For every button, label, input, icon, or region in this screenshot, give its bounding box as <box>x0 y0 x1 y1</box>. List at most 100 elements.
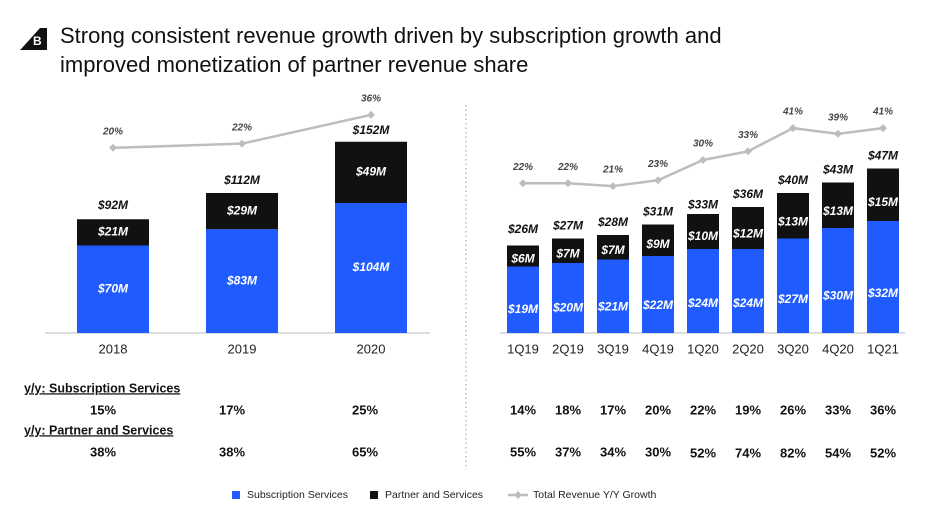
row-header: y/y: Subscription Services <box>24 381 180 395</box>
growth-marker <box>609 182 617 191</box>
segment-label: $13M <box>822 204 854 218</box>
segment-label: $22M <box>642 298 674 312</box>
segment-label: $27M <box>777 292 809 306</box>
growth-label: 20% <box>102 126 123 137</box>
table-cell: 74% <box>735 445 761 460</box>
bar-segment <box>507 245 539 267</box>
table-cell: 15% <box>90 402 116 417</box>
legend-marker <box>514 491 522 499</box>
segment-label: $32M <box>867 286 899 300</box>
logo <box>20 28 47 50</box>
growth-marker <box>699 156 707 164</box>
bar-segment <box>597 235 629 260</box>
bar-segment <box>77 245 149 333</box>
row-header: y/y: Partner and Services <box>24 423 173 437</box>
growth-marker <box>367 110 375 119</box>
table-cell: 17% <box>219 402 245 417</box>
total-label: $152M <box>352 123 391 137</box>
logo-letter: B <box>33 34 42 48</box>
x-tick-label: 2019 <box>228 341 257 356</box>
table-cell: 25% <box>352 402 378 417</box>
legend-label: Partner and Services <box>385 489 483 501</box>
growth-marker <box>519 179 527 188</box>
segment-label: $24M <box>687 296 719 310</box>
bar-segment <box>687 249 719 333</box>
bar-segment <box>335 203 407 333</box>
bar-segment <box>77 219 149 246</box>
segment-label: $6M <box>510 251 535 265</box>
table-cell: 30% <box>645 444 671 459</box>
bar-segment <box>777 193 809 239</box>
table-cell: 54% <box>825 445 851 460</box>
growth-label: 41% <box>782 107 803 118</box>
bar-segment <box>206 193 278 230</box>
segment-label: $29M <box>226 203 258 217</box>
segment-label: $7M <box>555 247 580 261</box>
table-cell: 17% <box>600 402 626 417</box>
bar-segment <box>642 224 674 256</box>
legend-label: Total Revenue Y/Y Growth <box>533 489 657 501</box>
title-line: Strong consistent revenue growth driven … <box>60 23 722 48</box>
total-label: $28M <box>597 215 629 229</box>
table-cell: 38% <box>219 444 245 459</box>
bar-segment <box>867 221 899 333</box>
growth-marker <box>789 124 797 133</box>
table-cell: 37% <box>555 444 581 459</box>
bar-segment <box>867 168 899 221</box>
growth-label: 22% <box>231 122 252 133</box>
growth-marker <box>744 147 752 156</box>
title-line: improved monetization of partner revenue… <box>60 52 528 77</box>
growth-marker <box>834 129 842 138</box>
table-cell: 26% <box>780 402 806 417</box>
growth-label: 21% <box>602 165 623 176</box>
growth-label: 22% <box>557 162 578 173</box>
total-label: $43M <box>822 163 854 177</box>
total-label: $27M <box>552 219 584 233</box>
table-cell: 34% <box>600 444 626 459</box>
segment-label: $70M <box>97 281 129 295</box>
bar-segment <box>822 228 854 333</box>
growth-marker <box>109 143 117 152</box>
growth-label: 41% <box>872 107 893 118</box>
bar-segment <box>822 182 854 228</box>
total-label: $40M <box>777 173 809 187</box>
total-label: $31M <box>642 205 674 219</box>
bar-segment <box>732 207 764 249</box>
table-cell: 52% <box>870 445 896 460</box>
segment-label: $19M <box>507 302 539 316</box>
growth-label: 30% <box>693 139 713 150</box>
x-tick-label: 2Q19 <box>552 341 584 356</box>
table-cell: 22% <box>690 402 716 417</box>
total-label: $47M <box>867 149 899 163</box>
segment-label: $7M <box>600 243 625 257</box>
segment-label: $104M <box>352 260 391 274</box>
x-tick-label: 1Q21 <box>867 341 899 356</box>
segment-label: $21M <box>97 225 129 239</box>
legend-swatch <box>232 491 240 499</box>
segment-label: $30M <box>822 288 854 302</box>
table-cell: 36% <box>870 402 896 417</box>
growth-marker <box>654 176 662 185</box>
segment-label: $20M <box>552 301 584 315</box>
total-label: $112M <box>223 173 261 187</box>
x-tick-label: 1Q20 <box>687 341 719 356</box>
bar-segment <box>552 238 584 263</box>
bar-segment <box>206 229 278 333</box>
table-cell: 19% <box>735 402 761 417</box>
table-cell: 65% <box>352 444 378 459</box>
bar-segment <box>642 256 674 333</box>
table-cell: 33% <box>825 402 851 417</box>
total-label: $92M <box>97 198 129 212</box>
bar-segment <box>732 249 764 333</box>
segment-label: $83M <box>226 273 258 287</box>
x-tick-label: 2Q20 <box>732 341 764 356</box>
table-cell: 18% <box>555 402 581 417</box>
growth-label: 23% <box>647 159 668 170</box>
segment-label: $10M <box>687 229 719 243</box>
bar-segment <box>552 263 584 333</box>
segment-label: $24M <box>732 296 764 310</box>
growth-label: 39% <box>828 113 848 124</box>
x-tick-label: 1Q19 <box>507 341 539 356</box>
table-cell: 20% <box>645 402 671 417</box>
